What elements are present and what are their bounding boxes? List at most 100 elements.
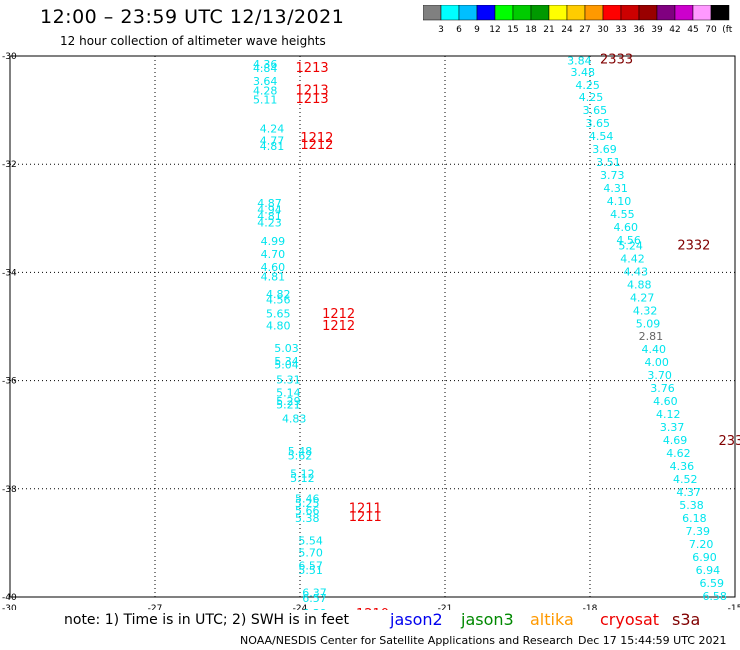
time-label: 1210 (356, 607, 389, 610)
legend-jason3: jason3 (461, 610, 514, 629)
wave-height-point: 6.18 (682, 512, 707, 525)
wave-height-point: 4.56 (616, 234, 641, 247)
time-label: 2333 (600, 53, 633, 68)
time-label: 1211 (349, 510, 382, 525)
legend-altika: altika (530, 610, 574, 629)
wave-height-point: 4.94 (257, 204, 282, 217)
wave-height-point: 4.27 (630, 291, 655, 304)
wave-height-point: 2.81 (639, 330, 664, 343)
wave-height-point: 5.29 (276, 395, 301, 408)
wave-height-point: 4.36 (253, 58, 278, 71)
colorbar-label: 9 (474, 25, 480, 33)
y-tick-label: -36 (2, 377, 17, 387)
wave-height-point: 4.37 (676, 486, 701, 499)
colorbar-label: 39 (651, 25, 663, 33)
wave-height-point: 4.87 (257, 197, 282, 210)
time-label: 1213 (296, 92, 329, 107)
wave-height-point: 5.09 (636, 317, 661, 330)
wave-height-point: 5.34 (274, 355, 299, 368)
wave-height-point: 7.20 (689, 538, 714, 551)
time-label: 1212 (322, 319, 355, 334)
y-tick-label: -38 (2, 485, 17, 495)
wave-height-point: 6.57 (302, 592, 327, 605)
x-tick-label: -18 (583, 604, 598, 610)
colorbar-label: 12 (489, 25, 500, 33)
wave-height-point: 7.39 (686, 525, 711, 538)
wave-height-point: 4.81 (261, 271, 286, 284)
wave-height-point: 3.69 (592, 143, 617, 156)
wave-height-point: 4.25 (575, 79, 600, 92)
wave-height-point: 4.32 (633, 304, 658, 317)
colorbar-label: 3 (438, 25, 444, 33)
wave-height-point: 6.90 (692, 551, 717, 564)
wave-height-point: 3.65 (583, 104, 608, 117)
page-title: 12:00 – 23:59 UTC 12/13/2021 (40, 6, 345, 28)
wave-height-point: 4.80 (266, 319, 291, 332)
wave-height-point: 4.12 (656, 408, 681, 421)
wave-height-point: 4.84 (253, 62, 278, 75)
colorbar-label: 6 (456, 25, 462, 33)
wave-height-point: 4.99 (261, 235, 286, 248)
colorbar-label: 42 (669, 25, 680, 33)
colorbar-label: 33 (615, 25, 626, 33)
wave-height-point: 5.51 (298, 564, 323, 577)
x-tick-label: -30 (2, 604, 17, 610)
wave-height-point: 5.31 (276, 374, 301, 387)
time-label: 2331 (718, 434, 740, 449)
wave-height-point: 4.83 (282, 412, 307, 425)
colorbar-swatch (710, 5, 730, 21)
wave-height-point: 5.65 (266, 308, 291, 321)
y-tick-label: -32 (2, 160, 17, 170)
footer-credit: NOAA/NESDIS Center for Satellite Applica… (240, 634, 574, 647)
wave-height-point: 5.48 (288, 445, 313, 458)
wave-height-point: 5.66 (295, 504, 320, 517)
wave-height-point: 3.65 (585, 117, 610, 130)
wave-height-point: 3.84 (567, 54, 592, 67)
x-tick-label: -27 (148, 604, 163, 610)
time-label: 1212 (322, 307, 355, 322)
page-subtitle: 12 hour collection of altimeter wave hei… (60, 34, 326, 48)
colorbar-label: (ft) (722, 25, 733, 33)
time-label: 1211 (349, 502, 382, 517)
y-tick-label: -30 (2, 52, 17, 62)
x-tick-label: -15 (728, 604, 740, 610)
y-tick-label: -34 (2, 268, 17, 278)
wave-height-point: 4.23 (257, 217, 282, 230)
wave-height-point: 3.70 (647, 369, 672, 382)
wave-height-point: 4.31 (603, 182, 628, 195)
wave-height-point: 6.94 (696, 564, 721, 577)
wave-height-point: 5.38 (679, 499, 704, 512)
legend-jason2: jason2 (390, 610, 443, 629)
wave-height-point: 5.70 (298, 547, 323, 560)
wave-height-point: 6.39 (302, 607, 327, 610)
wave-height-point: 4.24 (260, 122, 285, 135)
wave-height-point: 5.38 (295, 512, 320, 525)
wave-height-point: 4.10 (607, 195, 632, 208)
wave-height-point: 4.54 (589, 130, 614, 143)
wave-height-point: 4.70 (261, 248, 286, 261)
colorbar-label: 21 (543, 25, 554, 33)
wave-height-point: 4.60 (614, 221, 639, 234)
wave-height-point: 4.82 (266, 288, 291, 301)
wave-height-point: 4.42 (620, 252, 645, 265)
wave-height-point: 4.40 (642, 343, 667, 356)
time-label: 1213 (296, 84, 329, 99)
wave-height-point: 4.43 (624, 265, 649, 278)
wave-height-point: 4.56 (266, 293, 291, 306)
colorbar-label: 45 (687, 25, 698, 33)
wave-height-point: 4.60 (261, 261, 286, 274)
wave-height-point: 4.88 (627, 278, 652, 291)
wave-height-point: 4.60 (653, 395, 678, 408)
wave-height-point: 5.11 (253, 93, 278, 106)
time-label: 2332 (677, 238, 710, 253)
time-label: 1212 (300, 138, 333, 153)
wave-height-point: 5.03 (274, 342, 299, 355)
wave-height-map: -27 -24 -21 -18 -15 -30 -30 -32 -34 -36 -38 -40 4.36… (2, 52, 740, 610)
legend-s3a: s3a (672, 610, 701, 629)
wave-height-point: 3.51 (596, 156, 621, 169)
colorbar-label: 30 (597, 25, 609, 33)
wave-height-point: 6.57 (298, 560, 323, 573)
y-tick-label: -40 (2, 593, 17, 603)
wave-height-point: 5.14 (276, 387, 301, 400)
wave-height-point: 3.73 (600, 169, 625, 182)
